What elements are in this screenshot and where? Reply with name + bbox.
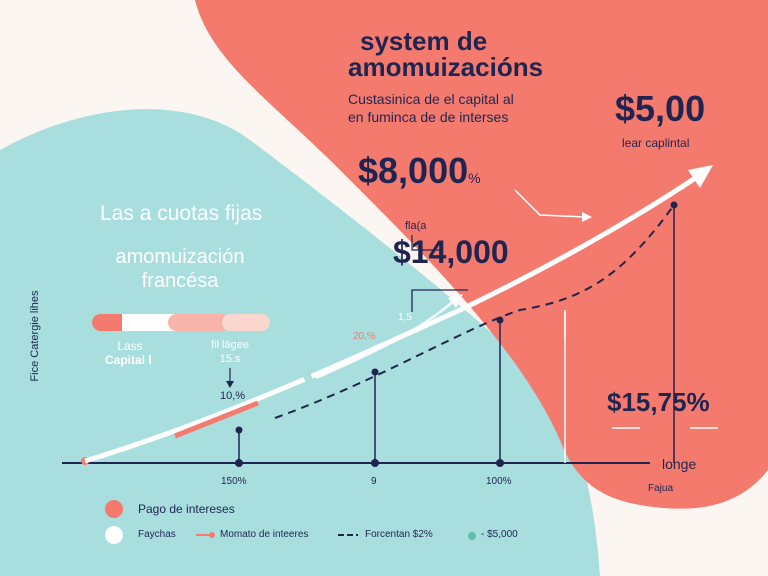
page-title-line1: system de (360, 26, 488, 56)
axis-dot-3 (496, 459, 504, 467)
teal-blob (0, 109, 600, 576)
x-end-label: longe (662, 456, 697, 472)
curve-dot-1 (235, 426, 243, 434)
curve-dot-2 (371, 368, 379, 376)
curve-dot-4 (670, 201, 678, 209)
secondary-arrowhead (448, 294, 463, 308)
marker-label-1-5: 1,5 (398, 312, 412, 323)
vertical-axis-label: Fice Catergie lihes (29, 290, 41, 382)
axis-dot-1 (235, 459, 243, 467)
legend-item-5: - $5,000 (481, 529, 518, 540)
left-heading: Las a cuotas fijas (100, 202, 263, 225)
legend-dash-icon (338, 534, 358, 536)
secondary-arrow-line (315, 299, 456, 380)
main-arrowhead (688, 165, 713, 188)
bar-interest-pale (222, 314, 270, 331)
bar-label-left-line2: Capital l (105, 353, 152, 367)
left-subheading-line1: amomuización (115, 246, 245, 268)
marker-label-20: 20,% (353, 331, 376, 342)
main-curve-coral-segment (174, 400, 259, 439)
small-percent-label: 10,% (220, 390, 246, 402)
mid-value-suffix: % (468, 170, 481, 186)
mid-value: $8,000% (358, 150, 481, 192)
legend-item-3: Momato de inteeres (220, 529, 309, 540)
main-curve (84, 172, 702, 464)
bottom-right-value: $15,75% (607, 387, 710, 417)
bar-interest-light (168, 314, 230, 331)
arrow-label: fla(a (405, 220, 427, 232)
legend-item-1: Pago de intereses (138, 502, 235, 516)
pointer-arrow (514, 189, 586, 218)
subtitle-line2: en fuminca de de interses (348, 109, 509, 125)
legend-item-2: Faychas (138, 529, 176, 540)
x-end-sublabel: Fajua (648, 483, 674, 494)
legend-item-4: Forcentan $2% (365, 529, 433, 540)
legend-line-icon-1 (196, 532, 215, 538)
bracket-to-label (411, 235, 440, 251)
mid-value-number: $8,000 (358, 150, 469, 191)
x-tick-3: 100% (486, 476, 512, 487)
down-arrowhead (226, 381, 234, 388)
top-right-caption: lear caplintal (622, 136, 690, 150)
legend-dot-white (105, 526, 123, 544)
x-tick-2: 9 (371, 476, 377, 487)
coral-blob (195, 0, 768, 509)
center-value: $14,000 (393, 234, 509, 270)
page-title-line2: amomuizacións (348, 52, 544, 82)
left-subheading-line2: francésa (141, 270, 219, 292)
dashed-curve (274, 204, 675, 419)
pointer-arrowhead (582, 212, 592, 222)
bar-label-right-line2: 15.s (219, 353, 241, 365)
top-right-value: $5,00 (615, 88, 706, 129)
bracket-left (411, 289, 468, 312)
bar-label-right-line1: fil lágee (211, 339, 249, 351)
subtitle-line1: Custasinica de el capital al (348, 91, 514, 107)
legend-dot-coral (105, 500, 123, 518)
axis-dot-2 (371, 459, 379, 467)
legend-teal-dot (468, 532, 476, 540)
x-tick-1: 150% (221, 476, 247, 487)
bar-capital-white (122, 314, 182, 331)
bar-label-left-line1: Lass (117, 339, 143, 353)
